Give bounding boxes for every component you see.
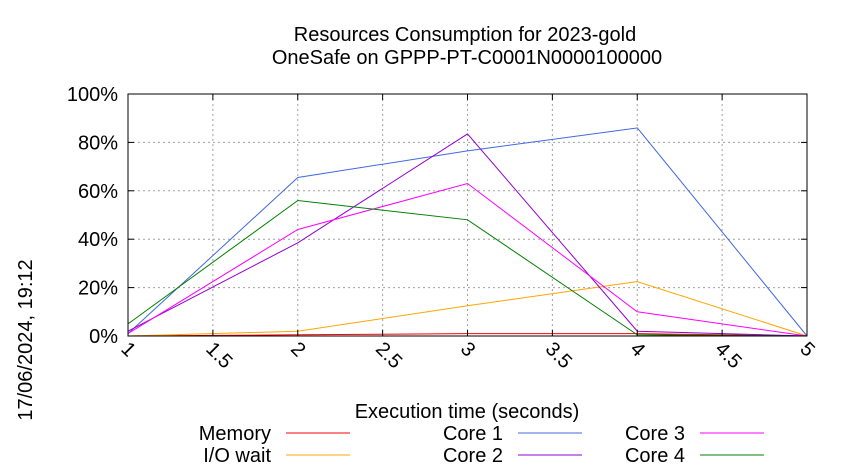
legend-label-i-o-wait: I/O wait (203, 445, 271, 467)
y-tick-label: 100% (67, 84, 118, 106)
y-tick-label: 60% (78, 181, 118, 203)
series-line-core-2 (127, 133, 808, 337)
x-tick-label: 3.5 (541, 338, 576, 373)
legend-label-core-4: Core 4 (625, 445, 685, 467)
y-tick-label: 40% (78, 229, 118, 251)
y-tick-label: 20% (78, 278, 118, 300)
x-axis-label: Execution time (seconds) (355, 401, 580, 423)
series-line-core-4 (127, 199, 808, 337)
y-tick-label: 0% (89, 326, 118, 348)
x-tick-label: 2 (286, 338, 309, 361)
legend-label-core-3: Core 3 (625, 423, 685, 445)
x-tick-label: 1 (116, 338, 139, 361)
series-line-core-1 (127, 127, 808, 337)
chart-title-line-1: Resources Consumption for 2023-gold (294, 24, 636, 46)
y-tick-labels: 0% 20% 40% 60% 80% 100% (67, 84, 807, 348)
x-tick-label: 3 (456, 338, 479, 361)
x-tick-label: 1.5 (201, 338, 236, 373)
y-tick-label: 80% (78, 132, 118, 154)
legend-label-memory: Memory (199, 423, 271, 445)
chart-title-line-2: OneSafe on GPPP-PT-C0001N0000100000 (272, 47, 662, 69)
grid-lines (128, 94, 807, 336)
x-tick-label: 2.5 (371, 338, 406, 373)
series-line-core-3 (127, 182, 808, 337)
timestamp: 17/06/2024, 19:12 (15, 259, 37, 420)
series-line-i-o-wait (127, 281, 808, 337)
x-tick-label: 5 (795, 338, 818, 361)
legend-label-core-2: Core 2 (443, 445, 503, 467)
x-tick-label: 4 (626, 338, 649, 361)
legend-label-core-1: Core 1 (443, 423, 503, 445)
data-series (127, 127, 808, 337)
x-tick-label: 4.5 (711, 338, 746, 373)
